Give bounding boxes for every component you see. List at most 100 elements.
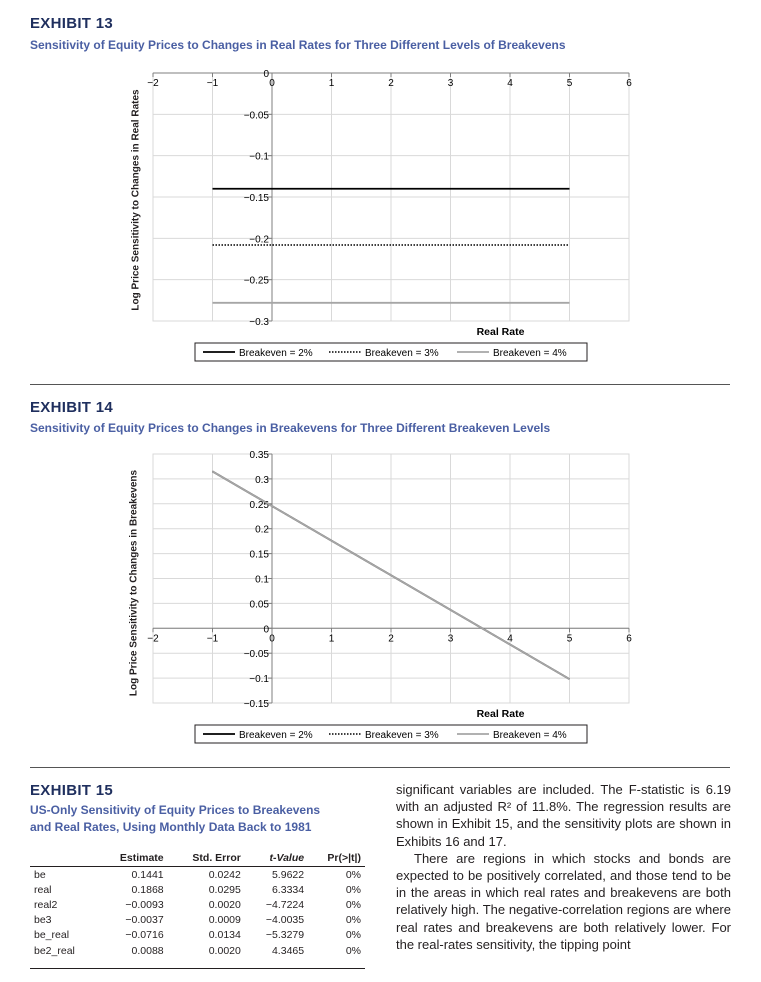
legend-box (194, 342, 588, 362)
x-tick-label: 6 (626, 633, 632, 644)
column-header: Pr(>|t|) (308, 850, 365, 867)
series-line (212, 470, 570, 680)
table-cell: be2_real (34, 944, 75, 957)
exhibit-15-subtitle-line2: and Real Rates, Using Monthly Data Back … (30, 820, 312, 834)
x-tick-label: −2 (147, 78, 159, 89)
table-cell: be3 (34, 914, 52, 927)
table-cell: 0% (345, 883, 361, 896)
exhibit-14-label: EXHIBIT 14 (30, 399, 114, 416)
table-header-row: Estimate Std. Error t-Value Pr(>|t|) (30, 850, 365, 867)
exhibit-13-subtitle: Sensitivity of Equity Prices to Changes … (30, 38, 566, 52)
exhibit-15-subtitle-line1: US-Only Sensitivity of Equity Prices to … (30, 803, 321, 817)
y-tick-label: −0.1 (249, 152, 269, 163)
x-tick-label: 3 (448, 78, 454, 89)
legend-label: Breakeven = 3% (365, 348, 439, 359)
y-tick-label: −0.05 (244, 110, 270, 121)
x-axis-title: Real Rate (477, 708, 525, 720)
y-tick-label: 0.05 (250, 599, 270, 610)
y-tick-label: 0.3 (255, 475, 269, 486)
table-row: real 0.1868 0.0295 6.3334 0% (30, 882, 365, 897)
table-row: real2 −0.0093 0.0020 −4.7224 0% (30, 897, 365, 912)
divider (30, 384, 730, 385)
table-cell: 0.0242 (208, 868, 241, 881)
x-tick-label: 4 (507, 78, 513, 89)
table-cell: −4.0035 (265, 914, 305, 927)
table-row: be2_real 0.0088 0.0020 4.3465 0% (30, 943, 365, 958)
x-axis-title: Real Rate (477, 326, 525, 338)
y-tick-label: −0.2 (249, 234, 269, 245)
regression-table: Estimate Std. Error t-Value Pr(>|t|) be … (30, 850, 365, 958)
table-row: be3 −0.0037 0.0009 −4.0035 0% (30, 913, 365, 928)
exhibit-14-subtitle: Sensitivity of Equity Prices to Changes … (30, 421, 551, 435)
x-tick-label: 3 (448, 633, 454, 644)
x-tick-label: 0 (269, 78, 275, 89)
table-cell: 0.0020 (208, 898, 241, 911)
table-cell: be_real (34, 929, 70, 942)
table-cell: 0% (345, 929, 361, 942)
column-header: t-Value (244, 850, 309, 867)
x-tick-label: 6 (626, 78, 632, 89)
table-cell: −0.0093 (125, 898, 164, 911)
table-cell: 6.3334 (271, 883, 305, 896)
table-cell: 4.3465 (271, 944, 305, 957)
table-cell: 0% (345, 868, 361, 881)
y-tick-label: −0.15 (244, 193, 270, 204)
table-cell: −0.0716 (125, 929, 164, 942)
y-tick-label: −0.25 (244, 276, 270, 287)
table-bottom-rule (30, 968, 365, 969)
y-tick-label: 0.25 (250, 500, 270, 511)
table-cell: 0.1441 (131, 868, 164, 881)
x-tick-label: 0 (269, 633, 275, 644)
x-tick-label: 5 (567, 633, 573, 644)
x-tick-label: −1 (207, 633, 219, 644)
body-text: significant variables are included. The … (396, 781, 731, 953)
y-tick-label: 0 (263, 624, 269, 635)
table-cell: 0% (345, 914, 361, 927)
table-cell: −0.0037 (125, 914, 164, 927)
table-cell: 0% (345, 898, 361, 911)
x-tick-label: 1 (329, 633, 335, 644)
y-tick-label: −0.1 (249, 674, 269, 685)
y-tick-label: 0.35 (250, 450, 270, 461)
table-cell: 5.9622 (271, 868, 305, 881)
x-tick-label: 2 (388, 78, 394, 89)
exhibit-13-label: EXHIBIT 13 (30, 15, 114, 32)
exhibit-13-chart: −2 −1 0 1 2 3 4 5 6 0 −0.05 −0.1 −0.15 −0.2 −0.25 −0.3 R… (147, 69, 632, 362)
table-cell: 0.0009 (208, 914, 241, 927)
exhibit-14-chart: −2 −1 0 1 2 3 4 5 6 0.35 0.3 0.25 0.2 0.15 0.1 0.05 0 −0.… (147, 450, 632, 744)
table-cell: 0% (345, 944, 361, 957)
table-cell: 0.1868 (131, 883, 164, 896)
table-row: be 0.1441 0.0242 5.9622 0% (30, 867, 365, 883)
column-header: Std. Error (167, 850, 245, 867)
x-tick-label: 2 (388, 633, 394, 644)
table-cell: 0.0088 (131, 944, 164, 957)
x-tick-label: −2 (147, 633, 159, 644)
legend-label: Breakeven = 3% (365, 730, 439, 741)
divider (30, 767, 730, 768)
x-tick-label: 1 (329, 78, 335, 89)
column-header: Estimate (96, 850, 168, 867)
legend-label: Breakeven = 2% (239, 730, 313, 741)
table-cell: −4.7224 (265, 898, 305, 911)
y-tick-label: 0.2 (255, 525, 269, 536)
y-tick-label: 0.15 (250, 550, 270, 561)
paragraph: significant variables are included. The … (396, 782, 731, 849)
table-cell: be (34, 868, 46, 881)
legend-label: Breakeven = 2% (239, 348, 313, 359)
table-cell: real (34, 883, 52, 896)
table-cell: −5.3279 (265, 929, 305, 942)
legend-label: Breakeven = 4% (493, 348, 567, 359)
table-cell: 0.0020 (208, 944, 241, 957)
x-tick-label: −1 (207, 78, 219, 89)
x-tick-label: 5 (567, 78, 573, 89)
table-cell: 0.0134 (208, 929, 241, 942)
y-tick-label: 0 (263, 69, 269, 80)
legend-box (194, 724, 588, 744)
y-tick-label: −0.05 (244, 649, 270, 660)
paragraph: There are regions in which stocks and bo… (396, 850, 731, 952)
column-header (30, 850, 97, 867)
y-tick-label: −0.15 (244, 699, 270, 710)
x-tick-label: 4 (507, 633, 513, 644)
exhibit-15-label: EXHIBIT 15 (30, 782, 114, 799)
legend-label: Breakeven = 4% (493, 730, 567, 741)
